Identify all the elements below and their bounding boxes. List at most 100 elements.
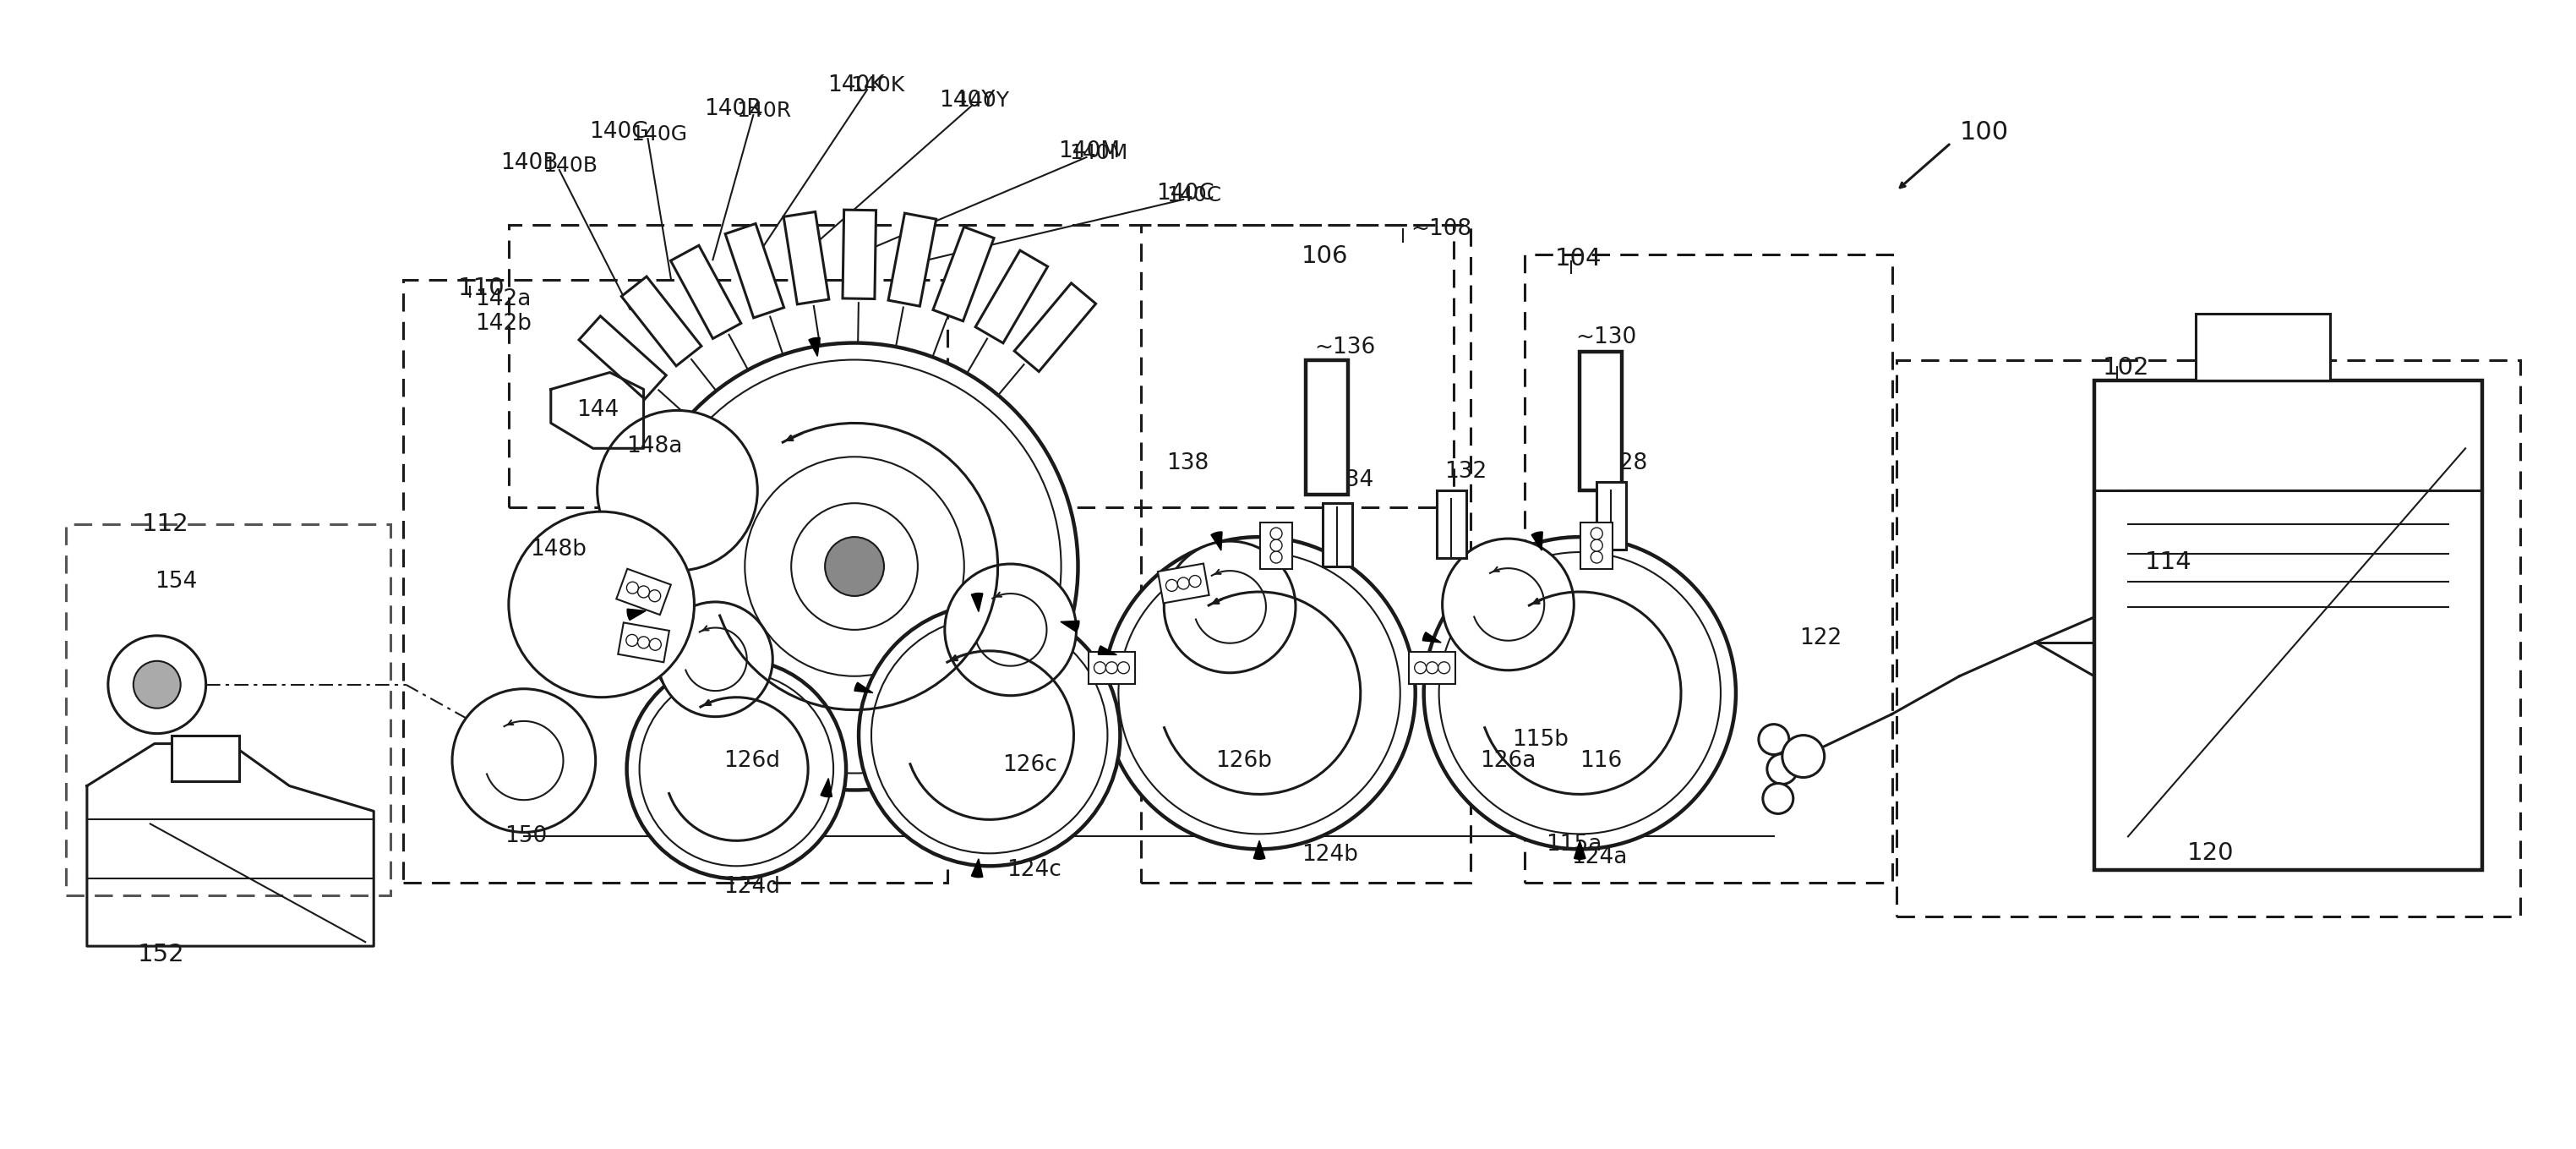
Text: 152: 152	[137, 943, 185, 966]
Text: 100: 100	[1960, 119, 2009, 145]
Text: 120: 120	[2187, 841, 2233, 865]
Circle shape	[1592, 552, 1602, 563]
Text: 140K: 140K	[827, 75, 884, 97]
Text: 144: 144	[577, 400, 618, 422]
Polygon shape	[618, 623, 670, 662]
Text: ~130: ~130	[1577, 326, 1636, 348]
Text: 138: 138	[1167, 453, 1208, 475]
Wedge shape	[1097, 646, 1118, 655]
Circle shape	[1592, 527, 1602, 540]
Wedge shape	[809, 338, 819, 356]
Text: 104: 104	[1553, 247, 1602, 270]
Polygon shape	[933, 226, 994, 321]
Polygon shape	[1015, 283, 1095, 371]
Circle shape	[626, 581, 639, 594]
Polygon shape	[1260, 522, 1293, 569]
Circle shape	[1759, 724, 1788, 755]
Text: 140Y: 140Y	[938, 90, 994, 111]
Polygon shape	[1090, 651, 1136, 684]
Circle shape	[1767, 754, 1798, 784]
Text: 140B: 140B	[544, 155, 598, 176]
Circle shape	[626, 660, 845, 879]
Bar	[1141, 225, 1471, 882]
Bar	[1321, 503, 1352, 566]
Text: 142b: 142b	[474, 313, 531, 334]
Text: 140K: 140K	[850, 76, 904, 95]
Text: 128: 128	[1605, 453, 1649, 475]
Text: 126b: 126b	[1216, 749, 1273, 771]
Circle shape	[1443, 539, 1574, 670]
Text: 142a: 142a	[474, 288, 531, 310]
Circle shape	[598, 410, 757, 571]
Text: 140M: 140M	[1059, 140, 1121, 162]
Text: 112: 112	[142, 512, 188, 537]
Bar	[67, 524, 392, 895]
Bar	[507, 225, 1453, 508]
Text: 102: 102	[2102, 356, 2148, 380]
Wedge shape	[1533, 532, 1543, 550]
Circle shape	[1190, 576, 1200, 587]
Polygon shape	[1582, 522, 1613, 569]
Wedge shape	[1422, 632, 1440, 642]
Text: 124a: 124a	[1571, 847, 1628, 869]
Circle shape	[1095, 662, 1105, 673]
Polygon shape	[580, 316, 667, 399]
Circle shape	[108, 635, 206, 733]
Text: 140R: 140R	[703, 98, 762, 121]
Text: 140G: 140G	[631, 124, 688, 145]
Circle shape	[1167, 579, 1177, 592]
Bar	[1579, 352, 1623, 491]
Circle shape	[507, 511, 696, 697]
Circle shape	[1105, 662, 1118, 673]
Circle shape	[1270, 552, 1283, 563]
Text: 115b: 115b	[1512, 728, 1569, 750]
Bar	[1306, 360, 1347, 495]
Circle shape	[639, 586, 649, 597]
Text: 140C: 140C	[1157, 183, 1213, 205]
Text: 148a: 148a	[626, 435, 683, 457]
Bar	[1597, 483, 1625, 549]
Text: ~108: ~108	[1412, 218, 1473, 240]
Text: 124b: 124b	[1301, 845, 1358, 866]
Text: 154: 154	[155, 571, 196, 593]
Polygon shape	[621, 277, 701, 365]
Circle shape	[649, 589, 659, 602]
Wedge shape	[626, 609, 647, 620]
Text: 115a: 115a	[1546, 834, 1602, 856]
Text: 140M: 140M	[1069, 142, 1128, 163]
Circle shape	[657, 602, 773, 717]
Polygon shape	[889, 214, 935, 306]
Text: 134: 134	[1332, 470, 1373, 492]
Text: 124d: 124d	[724, 877, 781, 899]
Text: 132: 132	[1445, 461, 1486, 483]
Text: 140B: 140B	[500, 152, 559, 175]
Circle shape	[134, 661, 180, 708]
Bar	[1896, 360, 2519, 917]
Bar	[2195, 314, 2331, 380]
Text: 126a: 126a	[1481, 749, 1535, 771]
Wedge shape	[1211, 532, 1221, 550]
Bar	[1437, 491, 1466, 558]
Text: 110: 110	[459, 276, 505, 300]
Bar	[404, 279, 948, 882]
Circle shape	[649, 639, 662, 650]
Circle shape	[639, 637, 649, 648]
Wedge shape	[1574, 841, 1587, 859]
Text: 140C: 140C	[1167, 185, 1221, 206]
Polygon shape	[670, 246, 742, 339]
Polygon shape	[783, 211, 829, 304]
Wedge shape	[1061, 620, 1079, 632]
Circle shape	[1103, 537, 1414, 849]
Text: 126c: 126c	[1002, 754, 1056, 776]
Text: 114: 114	[2146, 550, 2192, 574]
Polygon shape	[726, 224, 783, 318]
Text: 150: 150	[505, 825, 546, 848]
Circle shape	[1437, 662, 1450, 673]
Polygon shape	[1157, 563, 1208, 603]
Text: 116: 116	[1579, 749, 1623, 771]
Circle shape	[453, 689, 595, 832]
Circle shape	[1270, 540, 1283, 552]
Circle shape	[1118, 662, 1128, 673]
Bar	[2094, 380, 2483, 870]
Polygon shape	[1409, 651, 1455, 684]
